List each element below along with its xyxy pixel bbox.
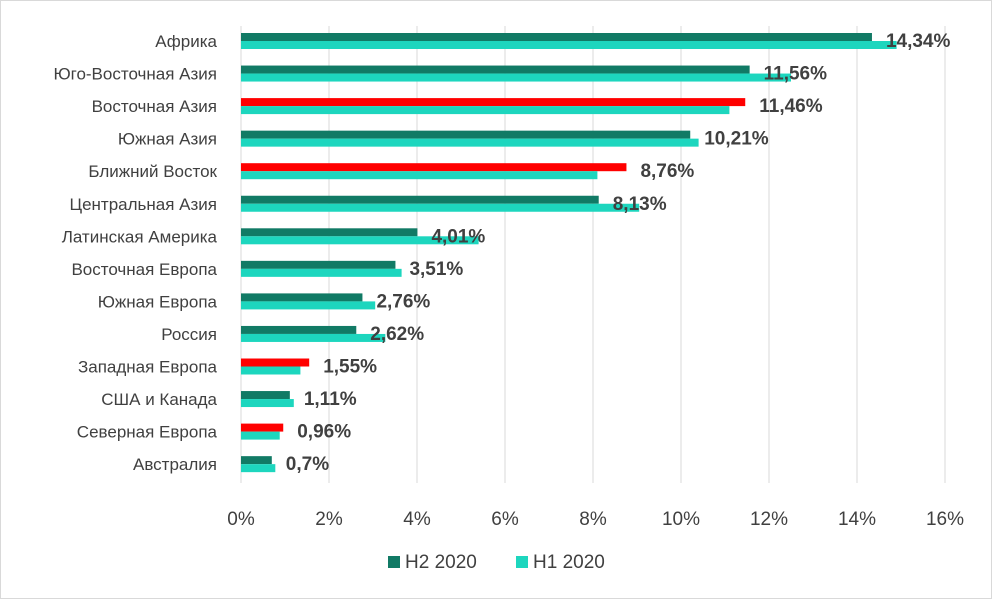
category-label: Западная Европа [78,358,218,377]
category-label: Южная Европа [98,292,218,311]
category-label: Ближний Восток [88,162,217,181]
data-label: 0,96% [297,422,351,443]
category-label: Австралия [133,455,217,474]
x-tick-label: 2% [315,509,343,530]
bar-h1-2020 [241,73,791,82]
category-label: США и Канада [101,390,217,409]
category-label: Южная Азия [118,130,217,149]
bar-h2-2020 [241,293,363,302]
bars [241,33,897,473]
data-label: 8,76% [640,161,694,182]
legend: H2 2020 H1 2020 [388,552,605,573]
bar-h2-2020 [241,195,599,204]
data-label: 4,01% [431,226,485,247]
bar-h1-2020 [241,399,294,408]
bar-h1-2020 [241,106,730,115]
legend-swatch [516,556,528,568]
bar-h2-2020 [241,33,872,41]
gridlines [240,26,946,483]
data-label: 11,56% [764,64,827,85]
bar-h1-2020 [241,171,598,180]
data-label: 2,76% [376,291,430,312]
bar-h2-2020 [241,358,310,367]
bar-h1-2020 [241,301,376,310]
bar-h1-2020 [241,464,276,473]
x-tick-label: 12% [750,509,788,530]
data-label: 1,11% [304,389,357,410]
legend-swatch [388,556,400,568]
x-tick-label: 14% [838,509,876,530]
bar-h2-2020 [241,98,746,107]
x-tick-label: 6% [491,509,519,530]
data-label: 8,13% [613,194,667,215]
bar-h2-2020 [241,456,272,465]
bar-h2-2020 [241,325,357,334]
bar-h2-2020 [241,130,691,139]
x-tick-label: 8% [579,509,607,530]
legend-label: H2 2020 [405,552,477,573]
bar-h1-2020 [241,366,301,375]
data-label: 10,21% [704,129,769,150]
bar-h2-2020 [241,163,627,172]
bar-h2-2020 [241,391,290,400]
category-label: Восточная Европа [71,260,217,279]
x-tick-label: 4% [403,509,431,530]
bar-h1-2020 [241,333,386,342]
data-label: 0,7% [286,454,329,475]
bar-h1-2020 [241,203,640,212]
category-label: Юго-Восточная Азия [53,65,217,84]
category-label: Латинская Америка [62,227,218,246]
x-tick-label: 0% [227,509,255,530]
category-label: Россия [161,325,217,344]
category-label: Восточная Азия [92,97,217,116]
category-label: Северная Европа [77,423,218,442]
x-tick-label: 16% [926,509,964,530]
labels: 0% 2% 4% 6% 8% 10% 12% 14% 16% Африка 14,34% Юго-Во… [53,31,964,530]
x-tick-label: 10% [662,509,700,530]
data-label: 11,46% [759,96,822,117]
bar-h1-2020 [241,138,699,147]
category-label: Центральная Азия [70,195,218,214]
data-label: 1,55% [323,357,377,378]
data-label: 14,34% [886,31,951,52]
bar-h2-2020 [241,423,284,432]
bar-h2-2020 [241,260,396,269]
data-label: 3,51% [409,259,463,280]
bar-h1-2020 [241,236,479,245]
legend-label: H1 2020 [533,552,605,573]
bar-h1-2020 [241,41,897,49]
bar-h1-2020 [241,268,402,277]
bar-h1-2020 [241,431,280,440]
category-label: Африка [155,32,217,51]
data-label: 2,62% [370,324,424,345]
bar-h2-2020 [241,228,418,237]
bar-h2-2020 [241,65,750,74]
